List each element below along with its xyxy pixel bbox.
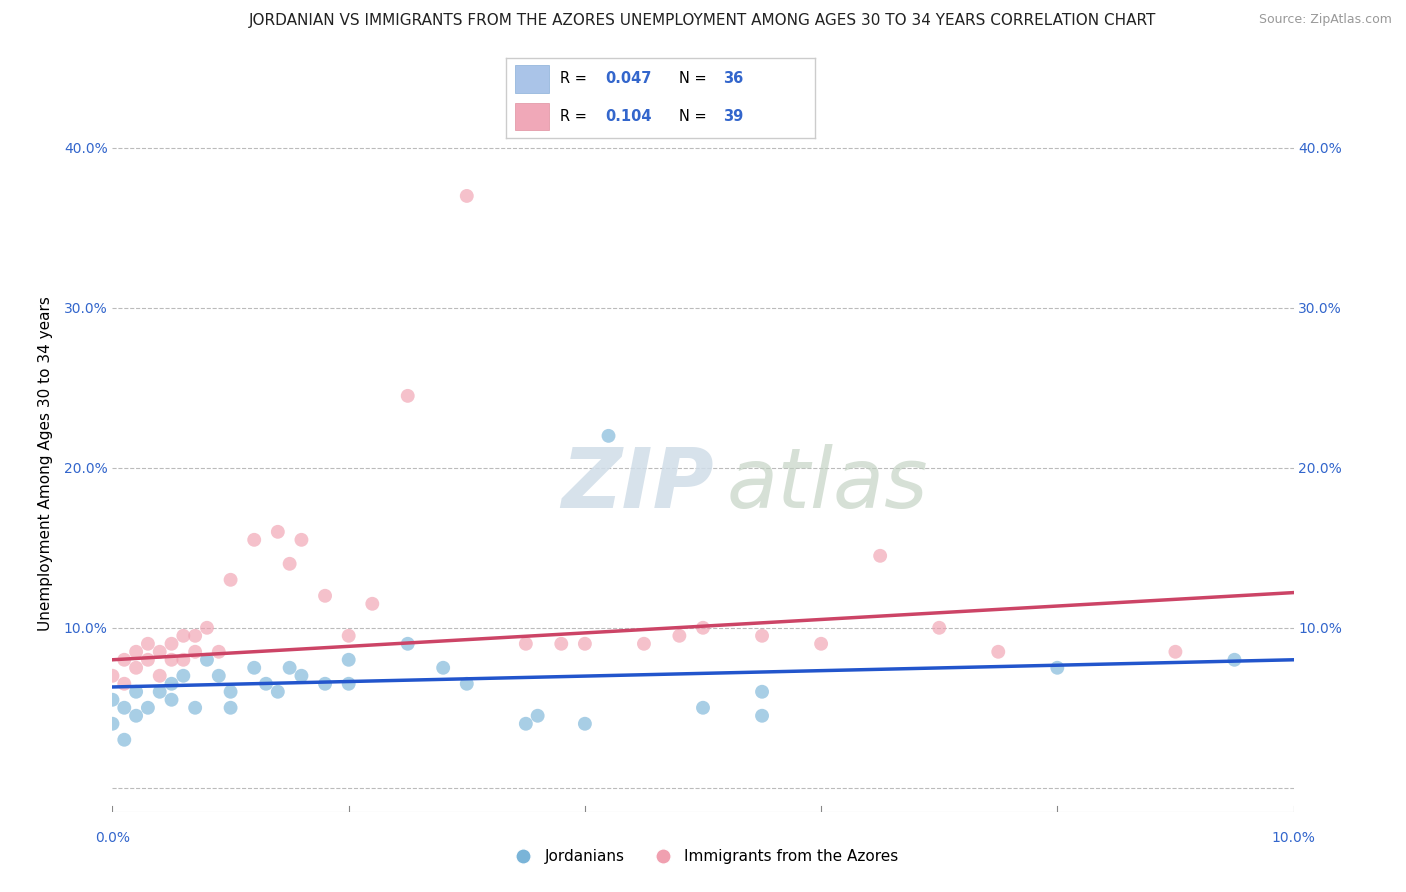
Point: [314, 677, 336, 691]
Point: [526, 708, 548, 723]
Point: [574, 716, 596, 731]
Text: 0.104: 0.104: [605, 109, 651, 124]
Point: [337, 653, 360, 667]
Point: [1164, 645, 1187, 659]
Text: 39: 39: [723, 109, 742, 124]
Point: [172, 629, 194, 643]
Point: [751, 629, 773, 643]
Point: [184, 700, 207, 714]
Point: [751, 685, 773, 699]
Point: [136, 700, 159, 714]
Point: [633, 637, 655, 651]
Point: [149, 685, 172, 699]
Point: [219, 573, 242, 587]
Point: [869, 549, 891, 563]
Point: [136, 653, 159, 667]
Point: [149, 669, 172, 683]
Point: [112, 653, 135, 667]
Text: 10.0%: 10.0%: [1271, 831, 1316, 845]
Point: [101, 692, 124, 706]
Text: N =: N =: [679, 71, 711, 87]
Point: [456, 677, 478, 691]
Point: [149, 645, 172, 659]
Point: [208, 669, 231, 683]
Point: [515, 637, 537, 651]
Point: [432, 661, 454, 675]
Point: [184, 645, 207, 659]
Point: [1046, 661, 1069, 675]
Point: [195, 653, 218, 667]
Point: [278, 661, 301, 675]
Point: [314, 589, 336, 603]
Point: [101, 669, 124, 683]
FancyBboxPatch shape: [516, 103, 550, 130]
Point: [208, 645, 231, 659]
Point: [195, 621, 218, 635]
Text: R =: R =: [560, 71, 592, 87]
Point: [396, 637, 419, 651]
Point: [125, 708, 148, 723]
Point: [219, 685, 242, 699]
Point: [810, 637, 832, 651]
Text: 36: 36: [723, 71, 742, 87]
Text: 0.0%: 0.0%: [96, 831, 129, 845]
Point: [112, 732, 135, 747]
Point: [278, 557, 301, 571]
Point: [243, 533, 266, 547]
Point: [101, 716, 124, 731]
Point: [219, 700, 242, 714]
Point: [515, 716, 537, 731]
Point: [136, 637, 159, 651]
Point: [337, 629, 360, 643]
Legend: Jordanians, Immigrants from the Azores: Jordanians, Immigrants from the Azores: [502, 843, 904, 871]
Point: [125, 645, 148, 659]
Y-axis label: Unemployment Among Ages 30 to 34 years: Unemployment Among Ages 30 to 34 years: [38, 296, 52, 632]
Point: [550, 637, 572, 651]
Point: [928, 621, 950, 635]
Point: [337, 677, 360, 691]
Point: [160, 677, 183, 691]
Point: [361, 597, 384, 611]
Text: Source: ZipAtlas.com: Source: ZipAtlas.com: [1258, 13, 1392, 27]
Point: [267, 685, 290, 699]
Point: [254, 677, 277, 691]
Point: [160, 653, 183, 667]
Text: ZIP: ZIP: [561, 444, 714, 525]
FancyBboxPatch shape: [516, 65, 550, 93]
Point: [112, 700, 135, 714]
Text: R =: R =: [560, 109, 592, 124]
Text: N =: N =: [679, 109, 711, 124]
Point: [125, 661, 148, 675]
Point: [125, 685, 148, 699]
Point: [574, 637, 596, 651]
Text: JORDANIAN VS IMMIGRANTS FROM THE AZORES UNEMPLOYMENT AMONG AGES 30 TO 34 YEARS C: JORDANIAN VS IMMIGRANTS FROM THE AZORES …: [249, 13, 1157, 29]
Point: [598, 429, 620, 443]
Point: [267, 524, 290, 539]
Point: [668, 629, 690, 643]
Text: atlas: atlas: [727, 444, 928, 525]
Text: 0.047: 0.047: [605, 71, 651, 87]
Point: [243, 661, 266, 675]
Point: [456, 189, 478, 203]
Point: [160, 692, 183, 706]
Point: [692, 700, 714, 714]
Point: [290, 669, 312, 683]
Point: [396, 389, 419, 403]
Point: [184, 629, 207, 643]
Point: [987, 645, 1010, 659]
Point: [751, 708, 773, 723]
Point: [290, 533, 312, 547]
Point: [172, 653, 194, 667]
Point: [692, 621, 714, 635]
Point: [172, 669, 194, 683]
Point: [112, 677, 135, 691]
Point: [160, 637, 183, 651]
Point: [1223, 653, 1246, 667]
